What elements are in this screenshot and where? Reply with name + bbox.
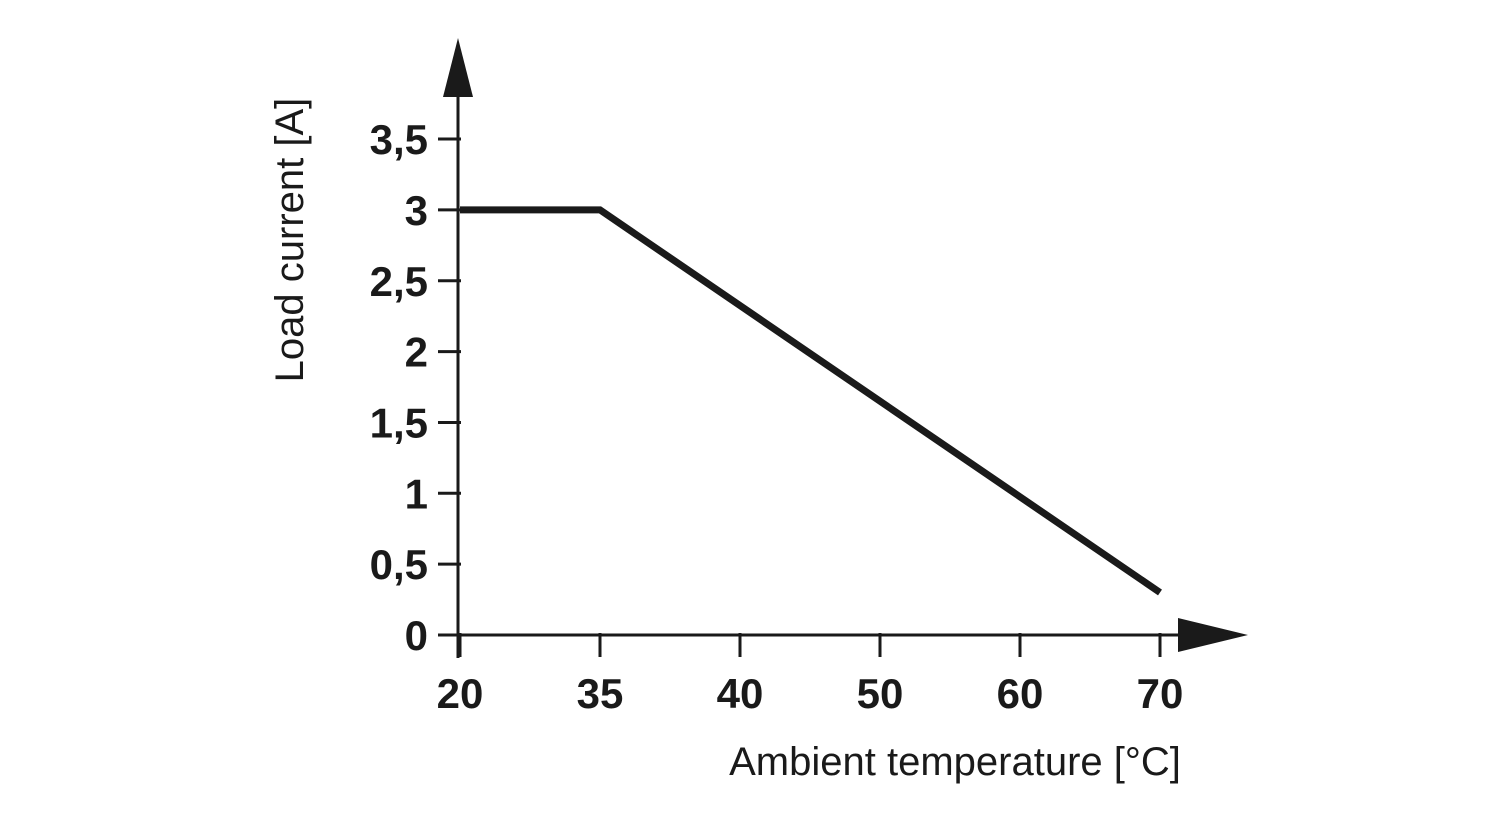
y-axis-arrow-icon [443, 38, 473, 97]
x-tick-label: 50 [857, 670, 904, 717]
x-tick-label: 70 [1137, 670, 1184, 717]
y-tick-label: 0 [405, 612, 428, 659]
x-tick-label: 20 [437, 670, 484, 717]
x-tick-label: 60 [997, 670, 1044, 717]
y-tick-label: 1 [405, 470, 428, 517]
x-axis-label: Ambient temperature [°C] [729, 740, 1181, 784]
y-axis-label: Load current [A] [268, 98, 312, 383]
x-tick-label: 40 [717, 670, 764, 717]
y-tick-label: 2 [405, 329, 428, 376]
x-tick-label: 35 [577, 670, 624, 717]
load-current-derating-curve [460, 206, 1162, 596]
y-tick-label: 2,5 [370, 258, 428, 305]
y-tick-label: 0,5 [370, 541, 428, 588]
y-tick-label: 3,5 [370, 116, 428, 163]
y-tick-label: 1,5 [370, 399, 428, 446]
y-tick-label: 3 [405, 187, 428, 234]
x-axis-arrow-icon [1178, 618, 1248, 652]
